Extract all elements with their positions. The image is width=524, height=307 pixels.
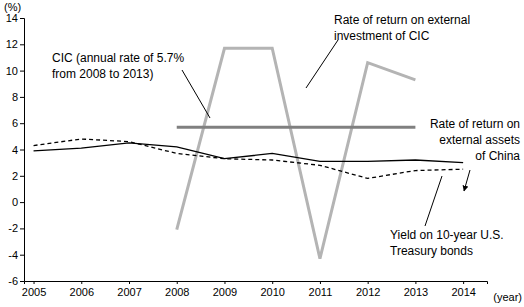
y-tick-mark [20,97,24,98]
x-tick: 2012 [356,281,380,298]
x-tick-mark [463,281,464,284]
x-tick: 2006 [70,281,94,298]
annotation-line: of China [475,149,520,163]
x-tick: 2009 [213,281,237,298]
y-tick-mark [20,281,24,282]
x-axis-line [25,282,488,285]
y-tick: 2 [12,170,24,182]
y-tick-label: 10 [6,65,18,77]
x-tick-label: 2011 [309,286,333,298]
y-tick-mark [20,255,24,256]
chart: -6 -4 -2 0 2 4 6 8 10 12 14 2005 2006 2007 2008 2009 201… [0,0,524,307]
x-tick-mark [320,281,321,284]
annotation-line: Rate of return on external [334,13,470,27]
leader-line [306,40,338,88]
y-tick-label: 12 [6,38,18,50]
y-tick-label: -4 [8,249,18,261]
x-tick: 2014 [451,281,475,298]
annotation-line: external assets [439,133,520,147]
x-tick-label: 2007 [117,286,141,298]
x-axis: 2005 2006 2007 2008 2009 2010 2011 2012 2013 2014 [22,281,488,298]
x-tick-label: 2014 [451,286,475,298]
x-tick: 2010 [260,281,284,298]
annotation-line: Treasury bonds [390,244,473,258]
annotation-line: Rate of return on [430,117,520,131]
y-tick-label: 0 [12,196,18,208]
y-tick-mark [20,18,24,19]
x-tick-label: 2008 [165,286,189,298]
leader-line [182,70,210,118]
annotation: Rate of return on external investment of … [334,13,470,43]
y-tick: -4 [8,249,24,261]
x-tick-mark [368,281,369,284]
x-tick-mark [129,281,130,284]
y-tick: 8 [12,91,24,103]
leader-line [425,176,442,226]
x-tick-mark [224,281,225,284]
y-tick-label: 6 [12,117,18,129]
y-tick-mark [20,202,24,203]
leader-line [464,170,470,191]
x-tick-label: 2010 [260,286,284,298]
plot-area: -6 -4 -2 0 2 4 6 8 10 12 14 2005 2006 2007 2008 2009 201… [6,12,488,298]
x-tick-mark [177,281,178,284]
y-tick-label: 14 [6,12,18,24]
y-axis-line [20,19,25,282]
x-axis-label: (year) [493,291,522,303]
y-tick: 10 [6,65,24,77]
x-tick-label: 2006 [70,286,94,298]
annotation: CIC (annual rate of 5.7% from 2008 to 201… [52,51,184,81]
x-tick: 2013 [404,281,428,298]
y-tick-label: 8 [12,91,18,103]
y-tick-label: -2 [8,222,18,234]
x-tick: 2007 [117,281,141,298]
x-tick-label: 2012 [356,286,380,298]
x-tick: 2005 [22,281,46,298]
x-tick: 2011 [309,281,333,298]
y-tick: 14 [6,12,24,24]
y-axis: -6 -4 -2 0 2 4 6 8 10 12 14 [6,12,25,287]
y-tick: 12 [6,38,24,50]
series-line [177,126,416,129]
annotation: Rate of return on external assets of China [430,117,520,163]
y-tick: 0 [12,196,24,208]
y-tick-mark [20,228,24,229]
annotation-line: from 2008 to 2013) [52,67,153,81]
annotation-line: Yield on 10-year U.S. [390,228,504,242]
y-tick: 4 [12,144,24,156]
x-tick-mark [34,281,35,284]
y-tick: 6 [12,117,24,129]
x-tick-label: 2005 [22,286,46,298]
y-tick-label: -6 [8,275,18,287]
annotation-line: investment of CIC [334,29,430,43]
y-tick-mark [20,44,24,45]
y-tick-mark [20,123,24,124]
y-tick-mark [20,71,24,72]
x-tick-label: 2013 [404,286,428,298]
series-line [177,48,416,258]
y-tick-mark [20,150,24,151]
annotation: Yield on 10-year U.S. Treasury bonds [390,228,504,258]
y-tick-mark [20,176,24,177]
annotations: Rate of return on external investment of … [52,13,520,258]
x-tick-label: 2009 [213,286,237,298]
series-line [34,139,464,178]
x-tick-mark [272,281,273,284]
x-tick-mark [415,281,416,284]
y-axis-label: (%) [4,1,21,13]
y-tick-label: 4 [12,144,18,156]
y-tick-label: 2 [12,170,18,182]
annotation-line: CIC (annual rate of 5.7% [52,51,184,65]
x-tick-mark [81,281,82,284]
y-tick: -2 [8,222,24,234]
x-tick: 2008 [165,281,189,298]
